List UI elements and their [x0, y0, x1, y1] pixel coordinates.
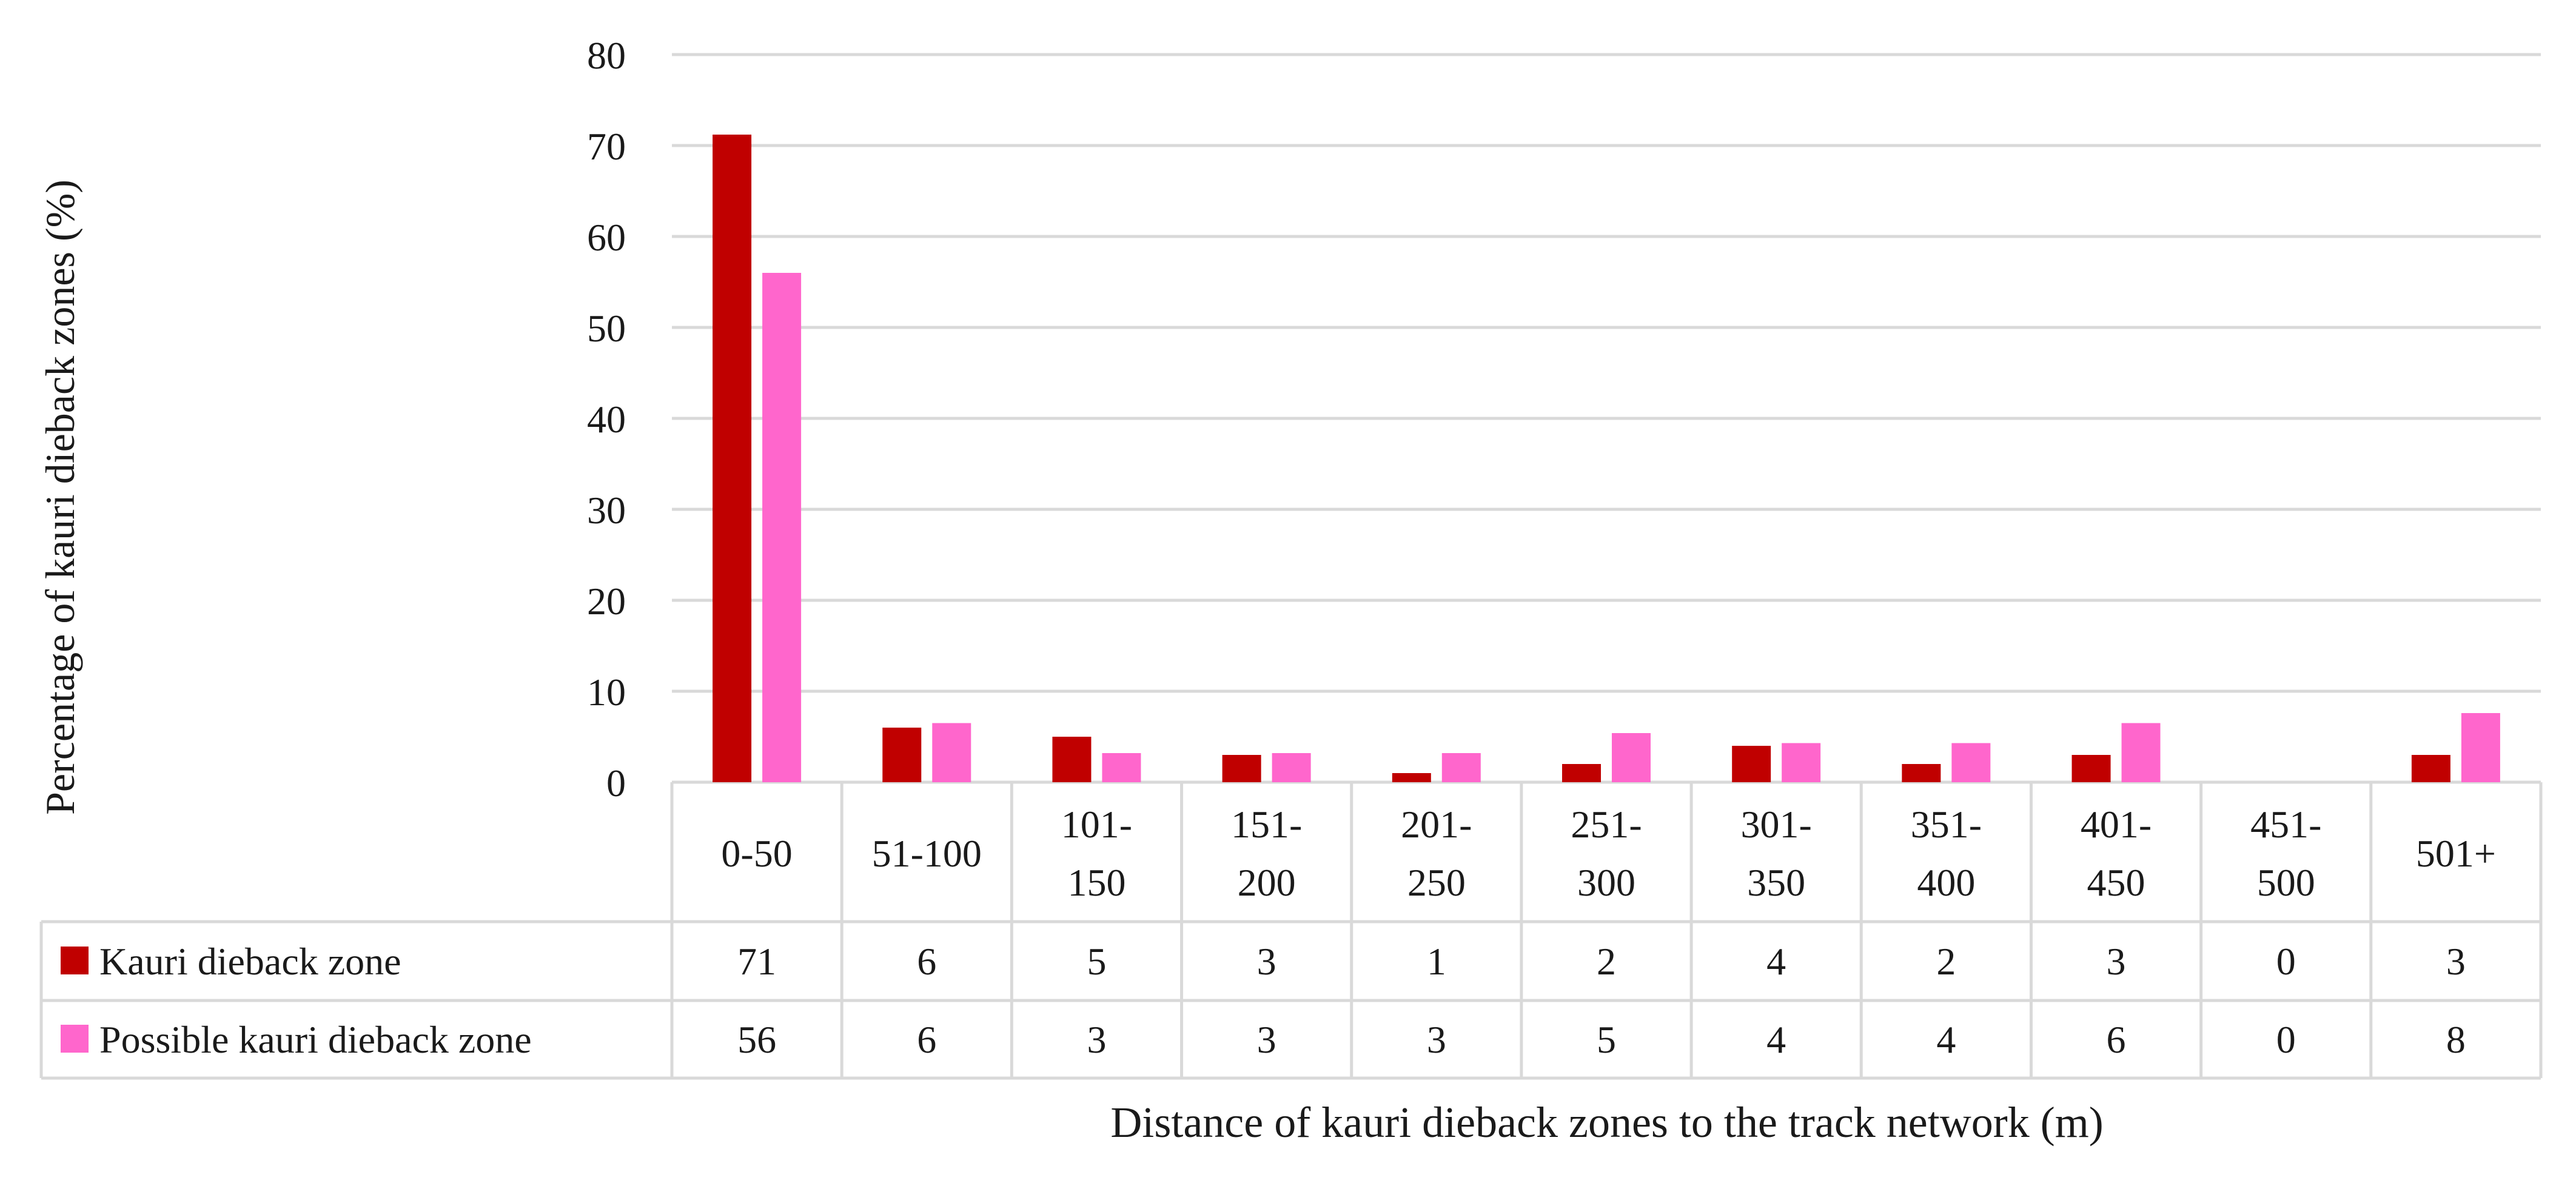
bar: [713, 135, 752, 782]
y-tick-label: 80: [587, 34, 626, 77]
legend-label: Possible kauri dieback zone: [99, 1018, 532, 1061]
x-tick-label: 450: [2087, 861, 2145, 904]
data-label: 3: [2446, 940, 2466, 983]
gridlines: [672, 53, 2541, 784]
y-tick-label: 0: [606, 762, 626, 805]
x-tick-label: 250: [1407, 861, 1466, 904]
x-tick-label: 501+: [2416, 832, 2496, 875]
bar: [1392, 773, 1431, 782]
data-label: 4: [1936, 1018, 1956, 1061]
bar: [1782, 743, 1821, 782]
x-tick-label: 351-: [1911, 803, 1982, 846]
y-tick-labels: 0 10 20 30 40 50 60 70 80: [587, 34, 626, 805]
x-tick-label: 350: [1747, 861, 1805, 904]
x-tick-label: 151-: [1231, 803, 1302, 846]
y-tick-label: 30: [587, 489, 626, 532]
x-tick-label: 300: [1577, 861, 1635, 904]
y-tick-label: 50: [587, 307, 626, 350]
data-label: 3: [1087, 1018, 1106, 1061]
bar: [762, 273, 802, 782]
x-tick-label: 451-: [2250, 803, 2321, 846]
bar: [1612, 733, 1651, 782]
bar: [2411, 755, 2450, 782]
data-table: 0-50 51-100101-150151-200201-250251-30030…: [39, 782, 2543, 1080]
bar: [932, 723, 971, 782]
y-tick-label: 60: [587, 216, 626, 259]
x-axis-label: Distance of kauri dieback zones to the t…: [1110, 1098, 2103, 1147]
data-label: 71: [737, 940, 776, 983]
x-tick-label: 301-: [1741, 803, 1812, 846]
x-tick-label: 251-: [1571, 803, 1642, 846]
data-label: 5: [1087, 940, 1106, 983]
legend-swatch: [61, 947, 89, 974]
data-label: 3: [1257, 1018, 1276, 1061]
bar: [1272, 753, 1311, 782]
y-tick-label: 70: [587, 125, 626, 168]
bar: [2461, 713, 2500, 782]
x-tick-label: 150: [1067, 861, 1125, 904]
data-label: 0: [2276, 940, 2296, 983]
data-label: 2: [1936, 940, 1956, 983]
bar: [1562, 764, 1601, 782]
bar: [1102, 753, 1141, 782]
data-label: 1: [1427, 940, 1446, 983]
x-tick-label: 51-100: [872, 832, 982, 875]
data-label: 3: [2107, 940, 2126, 983]
y-tick-label: 40: [587, 398, 626, 441]
bar: [2071, 755, 2111, 782]
bars: [713, 135, 2500, 782]
bar: [1222, 755, 1261, 782]
legend-swatch: [61, 1025, 89, 1053]
legend-label: Kauri dieback zone: [99, 940, 401, 983]
data-label: 56: [737, 1018, 776, 1061]
data-label: 4: [1766, 940, 1786, 983]
data-label: 8: [2446, 1018, 2466, 1061]
y-tick-label: 20: [587, 580, 626, 623]
bar: [1441, 753, 1481, 782]
data-label: 6: [917, 940, 936, 983]
x-tick-label: 0-50: [721, 832, 792, 875]
x-tick-label: 400: [1917, 861, 1975, 904]
bar: [1732, 746, 1771, 782]
bar: [1951, 743, 1991, 782]
bar: [882, 728, 922, 782]
bar: [1902, 764, 1941, 782]
data-label: 5: [1597, 1018, 1616, 1061]
data-label: 0: [2276, 1018, 2296, 1061]
x-tick-label: 500: [2257, 861, 2315, 904]
data-label: 6: [2107, 1018, 2126, 1061]
data-label: 2: [1597, 940, 1616, 983]
data-label: 3: [1257, 940, 1276, 983]
bar: [1052, 737, 1092, 782]
x-tick-label: 101-: [1061, 803, 1132, 846]
x-tick-label: 201-: [1401, 803, 1472, 846]
data-label: 4: [1766, 1018, 1786, 1061]
x-tick-label: 200: [1238, 861, 1296, 904]
data-label: 3: [1427, 1018, 1446, 1061]
y-tick-label: 10: [587, 671, 626, 714]
x-tick-label: 401-: [2081, 803, 2152, 846]
data-label: 6: [917, 1018, 936, 1061]
bar: [2121, 723, 2161, 782]
y-axis-label: Percentage of kauri dieback zones (%): [37, 179, 83, 815]
